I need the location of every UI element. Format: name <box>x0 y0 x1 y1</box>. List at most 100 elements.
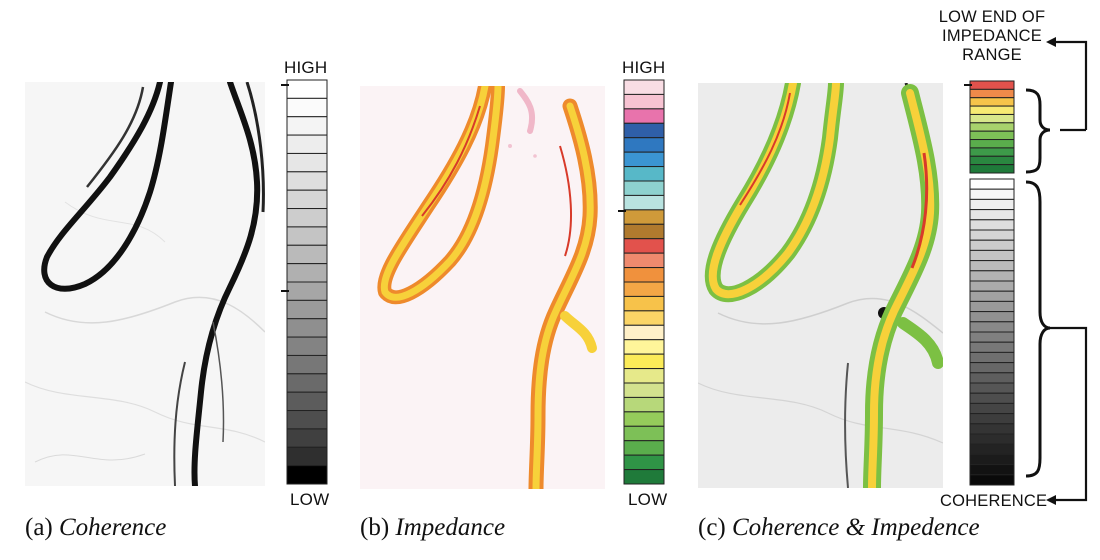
scale-swatch <box>969 423 1015 435</box>
combined-scale-bar <box>964 80 1015 486</box>
scale-swatch <box>623 469 665 485</box>
scale-swatch <box>623 166 665 182</box>
scale-top-label-a: HIGH <box>284 58 328 77</box>
scale-swatch <box>286 171 328 191</box>
scale-swatch <box>969 443 1015 455</box>
scale-swatch <box>969 105 1015 115</box>
coherence-color-scale <box>281 79 333 485</box>
scale-swatch <box>623 425 665 442</box>
scale-swatch <box>623 396 665 413</box>
panel-impedance <box>360 86 605 489</box>
scale-swatch <box>286 244 328 265</box>
scale-swatch <box>623 368 665 384</box>
scale-swatch <box>969 372 1015 384</box>
caption-b-title: Impedance <box>395 514 506 541</box>
scale-swatch <box>969 351 1015 364</box>
scale-swatch <box>286 354 328 375</box>
scale-swatch <box>623 252 665 269</box>
caption-a: (a) Coherence <box>25 514 166 542</box>
scale-swatch <box>969 229 1015 241</box>
scale-swatch <box>969 80 1015 90</box>
scale-swatch <box>969 139 1015 149</box>
scale-swatch <box>286 263 328 283</box>
scale-swatch <box>969 321 1015 333</box>
scale-swatch <box>969 147 1015 157</box>
scale-swatch <box>969 239 1015 251</box>
scale-swatch <box>623 223 665 240</box>
scale-swatch <box>286 79 328 99</box>
scale-swatch <box>623 353 665 370</box>
scale-swatch <box>286 281 328 301</box>
scale-swatch <box>286 410 328 430</box>
scale-swatch <box>969 433 1015 445</box>
scale-swatch <box>286 226 328 246</box>
panel-coherence <box>25 82 265 486</box>
caption-b: (b) Impedance <box>360 514 505 542</box>
caption-c: (c) Coherence & Impedence <box>698 514 980 542</box>
scale-swatch <box>286 299 328 320</box>
caption-a-title: Coherence <box>59 514 167 541</box>
scale-swatch <box>969 270 1015 282</box>
scale-annotations <box>1020 30 1100 510</box>
scale-swatch <box>969 341 1015 353</box>
scale-swatch <box>623 295 665 312</box>
scale-swatch <box>969 249 1015 262</box>
scale-swatch <box>969 280 1015 292</box>
scale-swatch <box>623 108 665 124</box>
scale-swatch <box>969 311 1015 323</box>
scale-swatch <box>623 411 665 427</box>
scale-swatch <box>623 267 665 283</box>
brace-arrows <box>1025 37 1088 505</box>
scale-swatch <box>623 310 665 326</box>
scale-swatch <box>969 164 1015 174</box>
scale-swatch <box>623 324 665 341</box>
scale-swatch <box>969 453 1015 466</box>
low-end-impedance-note: LOW END OF IMPEDANCE RANGE <box>938 8 1046 64</box>
scale-swatch <box>623 281 665 297</box>
scale-swatch <box>623 137 665 153</box>
scale-swatch <box>286 336 328 356</box>
caption-a-prefix: (a) <box>25 514 53 541</box>
impedance-image <box>360 86 605 489</box>
impedance-scale-bar <box>618 79 665 485</box>
scale-swatch <box>286 208 328 228</box>
scale-swatch <box>623 122 665 139</box>
coherence-image <box>25 82 265 486</box>
scale-swatch <box>286 391 328 412</box>
scale-swatch <box>969 219 1015 231</box>
scale-swatch <box>286 318 328 338</box>
scale-swatch <box>969 188 1015 200</box>
scale-swatch <box>969 260 1015 272</box>
caption-c-prefix: (c) <box>698 514 726 541</box>
scale-swatch <box>286 446 328 467</box>
panel-coherence-impedance <box>698 83 943 488</box>
scale-top-label-b: HIGH <box>622 58 666 77</box>
scale-bottom-label-b: LOW <box>628 490 668 509</box>
scale-swatch <box>969 290 1015 302</box>
scale-swatch <box>969 402 1015 415</box>
coherence-scale-bar <box>281 79 328 485</box>
scale-swatch <box>623 339 665 355</box>
scale-swatch <box>286 465 328 485</box>
scale-swatch <box>969 474 1015 486</box>
scale-swatch <box>286 428 328 448</box>
scale-swatch <box>623 194 665 211</box>
scale-swatch <box>286 189 328 210</box>
scale-swatch <box>623 151 665 168</box>
scale-swatch <box>969 362 1015 374</box>
scale-swatch <box>969 178 1015 190</box>
scale-swatch <box>969 122 1015 132</box>
coherence-note: COHERENCE <box>940 492 1048 510</box>
scale-swatch <box>286 97 328 118</box>
scale-swatch <box>623 238 665 254</box>
scale-swatch <box>969 155 1015 166</box>
caption-c-title: Coherence & Impedence <box>732 514 980 541</box>
scale-swatch <box>623 440 665 456</box>
scale-swatch <box>286 152 328 173</box>
scale-swatch <box>286 134 328 154</box>
scale-swatch <box>969 198 1015 211</box>
scale-swatch <box>623 454 665 471</box>
coherence-impedance-image <box>698 83 943 488</box>
scale-bottom-label-a: LOW <box>290 490 330 509</box>
scale-swatch <box>969 97 1015 107</box>
